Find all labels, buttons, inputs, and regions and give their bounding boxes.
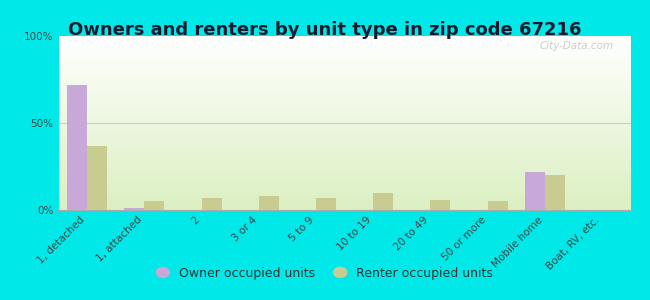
Bar [430,200,450,210]
Bar [87,146,107,210]
Bar [67,85,87,210]
Text: Owners and renters by unit type in zip code 67216: Owners and renters by unit type in zip c… [68,21,582,39]
Bar [144,201,164,210]
Bar [373,193,393,210]
Bar [545,175,565,210]
Bar [316,198,336,210]
Text: City-Data.com: City-Data.com [540,41,614,51]
Legend: Owner occupied units, Renter occupied units: Owner occupied units, Renter occupied un… [151,262,499,285]
Bar [124,208,144,210]
Bar [259,196,279,210]
Bar [488,201,508,210]
Bar [525,172,545,210]
Bar [202,198,222,210]
